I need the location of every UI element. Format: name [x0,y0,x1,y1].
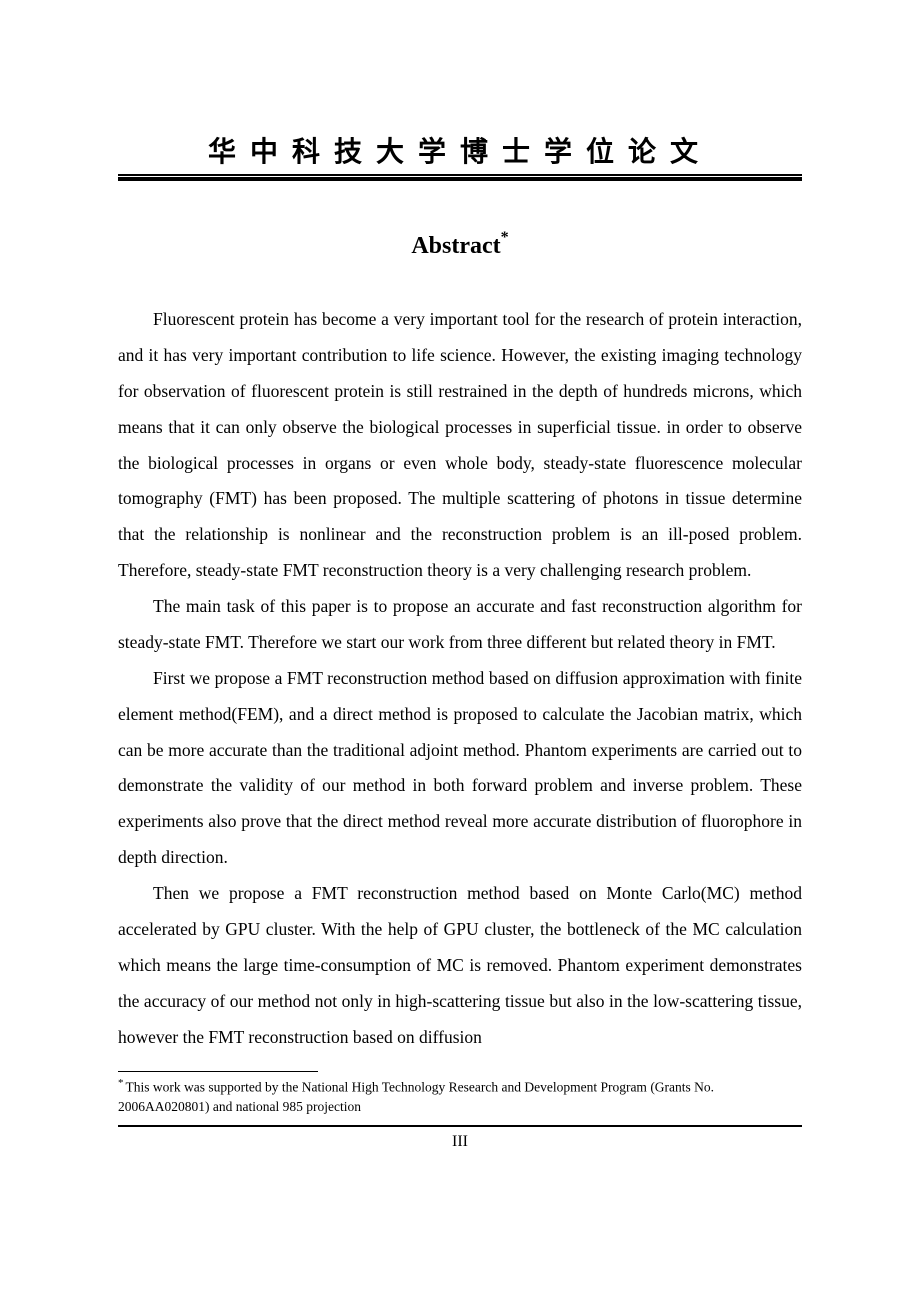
abstract-heading-marker: * [501,229,509,246]
footnote-marker: * [118,1077,124,1089]
header-title: 华中科技大学博士学位论文 [118,130,802,170]
page-container: 华中科技大学博士学位论文 Abstract* Fluorescent prote… [0,0,920,1302]
paragraph-2: The main task of this paper is to propos… [118,589,802,661]
header-divider [118,174,802,181]
abstract-body: Fluorescent protein has become a very im… [118,302,802,1055]
paragraph-3: First we propose a FMT reconstruction me… [118,661,802,876]
abstract-heading: Abstract* [118,231,802,260]
footnote-divider [118,1071,318,1072]
bottom-divider [118,1125,802,1127]
page-number: III [118,1133,802,1151]
footnote-text: This work was supported by the National … [118,1080,714,1114]
paragraph-4: Then we propose a FMT reconstruction met… [118,876,802,1055]
paragraph-1: Fluorescent protein has become a very im… [118,302,802,589]
abstract-heading-text: Abstract [411,233,500,259]
footnote: *This work was supported by the National… [118,1076,802,1116]
